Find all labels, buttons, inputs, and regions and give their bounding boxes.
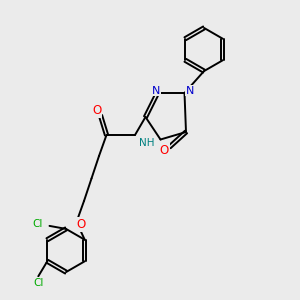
Text: O: O [76,218,85,231]
Text: O: O [160,144,169,157]
Text: O: O [92,104,101,118]
Text: N: N [152,85,160,96]
Text: N: N [186,85,194,96]
Text: Cl: Cl [32,219,43,230]
Text: Cl: Cl [33,278,44,288]
Text: NH: NH [140,137,155,148]
